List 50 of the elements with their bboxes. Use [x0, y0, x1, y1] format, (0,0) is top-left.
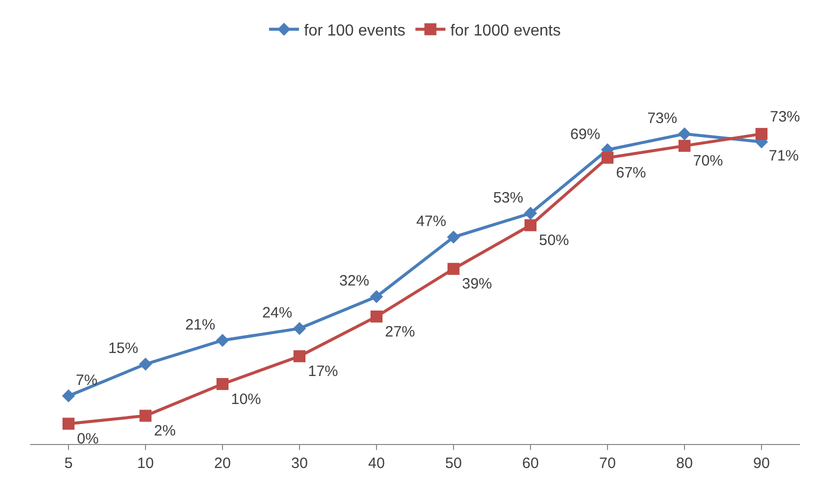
point	[139, 358, 152, 371]
point	[216, 378, 228, 390]
data-label: 24%	[262, 304, 292, 322]
legend-label: for 1000 events	[450, 22, 561, 40]
data-label: 7%	[76, 372, 98, 389]
x-tick-label: 10	[137, 455, 154, 472]
data-label: 73%	[647, 110, 678, 127]
data-label: 53%	[493, 189, 524, 206]
x-tick-label: 30	[291, 455, 308, 472]
point	[216, 334, 229, 347]
legend-label: for 100 events	[304, 22, 406, 40]
x-tick-label: 20	[214, 455, 231, 472]
data-label: 15%	[108, 340, 138, 358]
x-tick-label: 5	[64, 455, 73, 472]
point	[524, 206, 537, 220]
data-label: 0%	[77, 430, 99, 448]
point	[602, 152, 614, 164]
x-tick-label: 70	[599, 455, 616, 472]
point	[524, 219, 536, 232]
data-label: 73%	[770, 108, 800, 126]
data-label: 21%	[185, 316, 216, 334]
x-tick-label: 40	[368, 455, 385, 472]
data-label: 69%	[570, 126, 600, 143]
point	[448, 262, 460, 275]
data-label: 70%	[693, 152, 724, 170]
data-label: 10%	[231, 390, 262, 408]
data-label: 47%	[416, 213, 446, 230]
point	[294, 350, 306, 362]
data-label: 2%	[154, 422, 176, 440]
point	[62, 389, 75, 402]
x-tick-label: 50	[445, 455, 462, 472]
data-label: 17%	[308, 362, 338, 380]
point	[370, 290, 383, 304]
x-tick-label: 80	[676, 455, 693, 472]
point	[756, 128, 768, 140]
point	[62, 418, 74, 430]
data-label: 32%	[339, 272, 370, 290]
data-label: 67%	[616, 164, 646, 182]
data-label: 39%	[462, 276, 492, 293]
point	[678, 127, 691, 140]
x-tick-label: 90	[753, 455, 770, 472]
data-label: 71%	[768, 147, 799, 164]
point	[678, 140, 690, 152]
point	[370, 310, 382, 323]
x-tick-label: 60	[522, 455, 539, 472]
point	[447, 230, 460, 244]
data-label: 27%	[385, 323, 416, 340]
point	[140, 410, 152, 422]
point	[293, 322, 306, 335]
data-label: 50%	[539, 232, 570, 249]
